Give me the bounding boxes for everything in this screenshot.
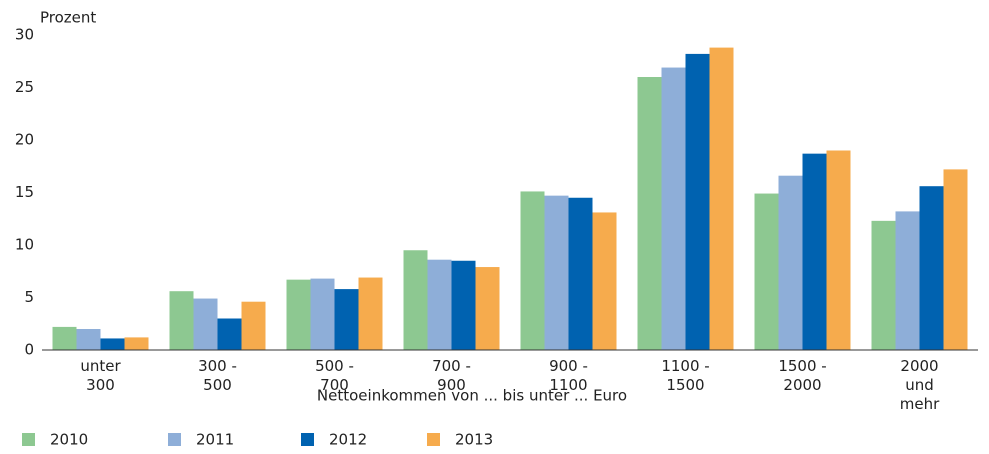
bar xyxy=(52,326,77,350)
y-tick-label: 10 xyxy=(15,236,34,254)
bar xyxy=(568,197,593,350)
bar xyxy=(778,175,803,350)
bar xyxy=(241,301,266,350)
bar xyxy=(169,291,194,350)
bar xyxy=(475,267,500,350)
y-axis-label: Prozent xyxy=(40,9,96,27)
bar xyxy=(826,150,851,350)
y-tick-label: 20 xyxy=(15,131,34,149)
legend-label: 2012 xyxy=(329,431,367,449)
bar xyxy=(100,338,125,350)
bar xyxy=(709,47,734,350)
bar xyxy=(637,77,662,350)
x-tick-label: 2000 und mehr xyxy=(899,357,940,413)
legend-swatch xyxy=(301,433,314,446)
x-tick-label: 900 - 1100 xyxy=(549,357,588,394)
x-tick-label: 1500 - 2000 xyxy=(778,357,827,394)
legend-swatch xyxy=(22,433,35,446)
bar xyxy=(520,191,545,350)
bar xyxy=(193,298,218,350)
bar xyxy=(310,278,335,350)
bar xyxy=(661,67,686,351)
bar xyxy=(358,277,383,350)
bar xyxy=(217,318,242,350)
y-tick-label: 25 xyxy=(15,78,34,96)
bar xyxy=(544,195,569,350)
bar xyxy=(124,337,149,350)
bar xyxy=(871,220,896,350)
x-tick-label: 700 - 900 xyxy=(432,357,471,394)
y-tick-label: 15 xyxy=(15,183,34,201)
legend-swatch xyxy=(168,433,181,446)
x-tick-label: 500 - 700 xyxy=(315,357,354,394)
bar xyxy=(754,193,779,350)
legend-swatch xyxy=(427,433,440,446)
y-tick-label: 5 xyxy=(24,288,34,306)
legend-label: 2013 xyxy=(455,431,493,449)
y-tick-label: 0 xyxy=(24,341,34,359)
bar xyxy=(685,53,710,351)
bar xyxy=(592,212,617,350)
bar xyxy=(334,289,359,350)
bar xyxy=(427,259,452,350)
x-axis-label: Nettoeinkommen von ... bis unter ... Eur… xyxy=(317,387,627,405)
bar xyxy=(286,279,311,350)
bar xyxy=(895,211,920,350)
x-tick-label: 300 - 500 xyxy=(198,357,237,394)
bar xyxy=(76,329,101,350)
bar xyxy=(403,250,428,350)
bar xyxy=(802,153,827,350)
x-tick-label: unter 300 xyxy=(80,357,121,394)
legend-label: 2010 xyxy=(50,431,88,449)
bar xyxy=(943,169,968,350)
legend-label: 2011 xyxy=(196,431,234,449)
x-tick-label: 1100 - 1500 xyxy=(661,357,710,394)
bar xyxy=(919,186,944,350)
y-tick-label: 30 xyxy=(15,26,34,44)
bar xyxy=(451,260,476,350)
